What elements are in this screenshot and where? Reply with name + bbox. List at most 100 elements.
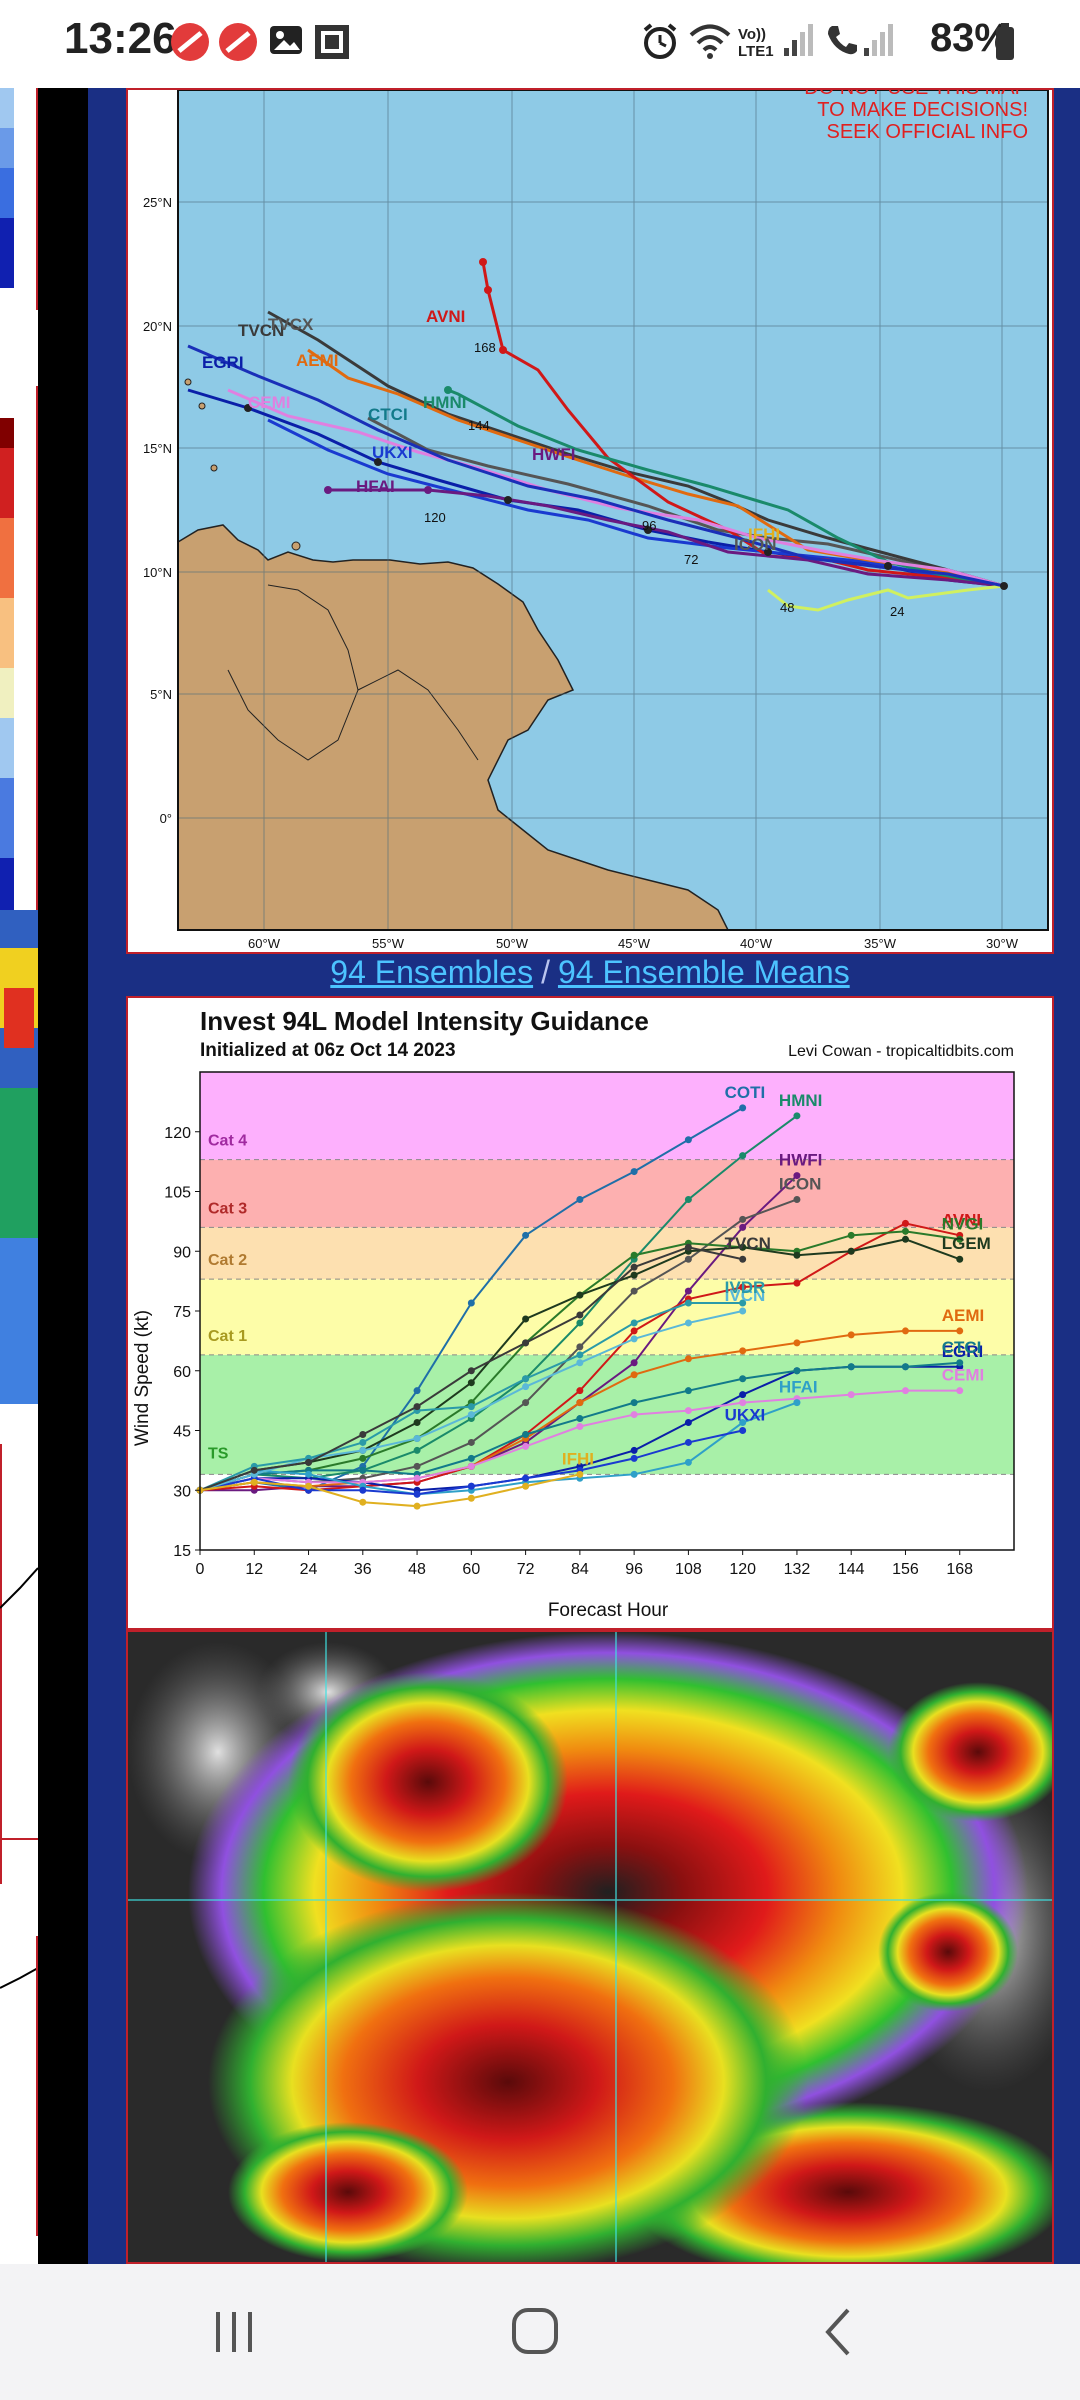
data-point xyxy=(576,1359,584,1367)
data-point xyxy=(739,1283,747,1291)
data-point xyxy=(576,1399,584,1407)
data-point xyxy=(576,1195,584,1203)
series-label: CEMI xyxy=(942,1366,985,1385)
data-point xyxy=(684,1355,692,1363)
category-band xyxy=(200,1159,1014,1228)
data-point xyxy=(684,1438,692,1446)
data-point xyxy=(739,1399,747,1407)
data-point xyxy=(413,1474,421,1482)
map-warning-line: TO MAKE DECISIONS! xyxy=(817,99,1028,121)
data-point xyxy=(684,1319,692,1327)
left-partial-images xyxy=(0,88,39,2264)
ensembles-link[interactable]: 94 Ensembles xyxy=(330,954,534,990)
data-point xyxy=(522,1383,530,1391)
data-point xyxy=(739,1152,747,1160)
data-point xyxy=(739,1215,747,1223)
data-point xyxy=(576,1470,584,1478)
data-point xyxy=(847,1363,855,1371)
data-point xyxy=(359,1454,367,1462)
data-point xyxy=(793,1339,801,1347)
recent-apps-button[interactable] xyxy=(212,2304,256,2360)
ensemble-means-link[interactable]: 94 Ensemble Means xyxy=(557,954,850,990)
series-label: IVDR xyxy=(725,1278,766,1297)
data-point xyxy=(630,1399,638,1407)
back-button[interactable] xyxy=(818,2304,858,2360)
data-point xyxy=(793,1367,801,1375)
data-point xyxy=(630,1371,638,1379)
data-point xyxy=(630,1411,638,1419)
lon-label: 35°W xyxy=(864,936,897,951)
y-tick-label: 15 xyxy=(173,1543,191,1560)
data-point xyxy=(630,1319,638,1327)
lat-label: 0° xyxy=(160,811,172,826)
y-tick-label: 120 xyxy=(164,1125,191,1142)
lon-label: 55°W xyxy=(372,936,405,951)
x-tick-label: 96 xyxy=(625,1561,643,1578)
data-point xyxy=(250,1466,258,1474)
data-point xyxy=(956,1235,964,1243)
data-point xyxy=(739,1347,747,1355)
satellite-image-panel[interactable] xyxy=(126,1630,1054,2264)
network-label: Vo)) LTE1 xyxy=(738,26,774,60)
track-map-panel[interactable]: DO NOT USE THIS MAP TO MAKE DECISIONS! S… xyxy=(126,88,1054,954)
model-label: EGRI xyxy=(202,353,244,372)
data-point xyxy=(793,1172,801,1180)
data-point xyxy=(793,1251,801,1259)
data-point xyxy=(630,1359,638,1367)
home-button[interactable] xyxy=(510,2304,562,2360)
satellite-ir-image xyxy=(128,1632,1052,2262)
data-point xyxy=(684,1458,692,1466)
model-label: TVCX xyxy=(268,315,314,334)
data-point xyxy=(467,1454,475,1462)
lat-label: 15°N xyxy=(143,441,172,456)
model-label: HFAI xyxy=(356,477,395,496)
chart-xlabel: Forecast Hour xyxy=(548,1600,669,1621)
data-point xyxy=(413,1387,421,1395)
data-point xyxy=(739,1223,747,1231)
intensity-chart-panel[interactable]: Invest 94L Model Intensity Guidance Init… xyxy=(126,996,1054,1630)
series-line-hwfi xyxy=(200,1174,798,1492)
data-point xyxy=(684,1387,692,1395)
hour-label: 96 xyxy=(642,518,656,533)
data-point xyxy=(467,1403,475,1411)
data-point xyxy=(739,1375,747,1383)
series-label: IFHI xyxy=(562,1449,594,1468)
model-label: CTCI xyxy=(368,405,408,424)
no-entry-icon xyxy=(171,23,209,61)
lat-label: 10°N xyxy=(143,565,172,580)
model-label: CEMI xyxy=(248,393,291,412)
data-point xyxy=(739,1243,747,1251)
series-label: TVCN xyxy=(725,1234,771,1253)
data-point xyxy=(359,1438,367,1446)
hour-label: 24 xyxy=(890,604,904,619)
series-label: HWFI xyxy=(779,1151,822,1170)
land-south-america xyxy=(177,524,730,931)
lat-label: 25°N xyxy=(143,195,172,210)
data-point xyxy=(522,1339,530,1347)
data-point xyxy=(739,1255,747,1263)
data-point xyxy=(467,1379,475,1387)
data-point xyxy=(576,1311,584,1319)
data-point xyxy=(522,1375,530,1383)
data-point xyxy=(684,1419,692,1427)
x-tick-label: 60 xyxy=(462,1561,480,1578)
data-point xyxy=(359,1466,367,1474)
x-tick-label: 108 xyxy=(675,1561,702,1578)
model-label: HWFI xyxy=(532,445,575,464)
web-page[interactable]: DO NOT USE THIS MAP TO MAKE DECISIONS! S… xyxy=(0,88,1080,2264)
data-point xyxy=(793,1399,801,1407)
call-icon xyxy=(828,26,857,55)
data-point xyxy=(576,1423,584,1431)
data-point xyxy=(576,1387,584,1395)
model-label: TVCN xyxy=(238,321,284,340)
data-point xyxy=(250,1478,258,1486)
data-point xyxy=(522,1315,530,1323)
data-point xyxy=(847,1391,855,1399)
data-point xyxy=(305,1458,313,1466)
alarm-icon xyxy=(643,23,677,59)
chart-subtitle: Initialized at 06z Oct 14 2023 xyxy=(200,1040,456,1061)
data-point xyxy=(413,1403,421,1411)
data-point xyxy=(630,1287,638,1295)
y-tick-label: 105 xyxy=(164,1185,191,1202)
chart-ylabel: Wind Speed (kt) xyxy=(132,1310,153,1446)
